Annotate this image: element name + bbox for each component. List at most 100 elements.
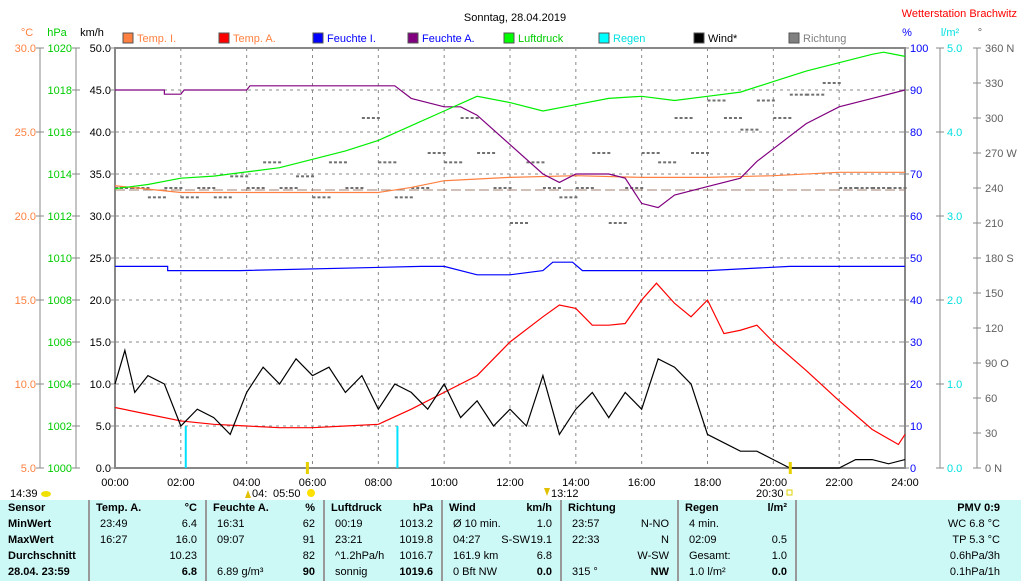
direction-point: [432, 152, 436, 154]
tick-label-direction: 360 N: [985, 43, 1014, 55]
tick-label-direction: 270 W: [985, 148, 1017, 160]
station-name: Wetterstation Brachwitz: [902, 8, 1017, 20]
tick-label-rain: 3.0: [947, 211, 962, 223]
direction-point: [180, 196, 184, 199]
tick-label-humidity: 90: [910, 85, 922, 97]
direction-point: [426, 187, 430, 189]
direction-point: [508, 187, 512, 189]
sunrise-time: 05:50: [273, 488, 301, 500]
direction-point: [696, 152, 700, 154]
cell-value: 10.23: [169, 550, 197, 562]
series-line-wind-: [114, 348, 906, 469]
direction-point: [294, 187, 298, 189]
direction-point: [399, 196, 403, 199]
direction-point: [542, 187, 546, 189]
direction-point: [839, 187, 843, 189]
tick-label-pressure: 1002: [48, 421, 72, 433]
direction-point: [207, 187, 211, 189]
cell-value: 91: [302, 534, 315, 546]
tick-label-temp: 10.0: [15, 379, 36, 391]
direction-point: [251, 187, 255, 189]
direction-point: [449, 161, 453, 164]
cell-time: 4 min.: [689, 518, 719, 530]
cell-value: 1019.8: [399, 534, 433, 546]
direction-point: [235, 175, 239, 178]
legend-label: Feuchte A.: [422, 33, 475, 45]
direction-point: [783, 117, 787, 119]
cell-value: W-SW: [637, 550, 669, 562]
direction-point: [477, 152, 481, 154]
legend-swatch: [503, 32, 515, 44]
column-header: Wind: [449, 502, 476, 514]
x-tick-label: 12:00: [496, 477, 524, 489]
direction-point: [640, 187, 644, 189]
cell-time: 23:49: [100, 518, 128, 530]
direction-point: [717, 99, 721, 102]
column-header: Richtung: [568, 502, 616, 514]
pmv-value: WC 6.8 °C: [947, 518, 1000, 530]
direction-point: [559, 196, 563, 199]
direction-point: [493, 187, 497, 189]
series-line-temp-i-: [114, 171, 905, 194]
tick-label-wind: 15.0: [90, 337, 111, 349]
row-label: MaxWert: [8, 534, 54, 546]
series-line-feuchte-a-: [115, 85, 906, 209]
direction-point: [723, 117, 727, 119]
direction-point: [125, 187, 128, 189]
sensor-header: Sensor: [8, 502, 46, 514]
cell-value: 1.0: [536, 518, 552, 530]
direction-point: [903, 187, 907, 189]
direction-point: [668, 161, 672, 164]
x-tick-label: 20:00: [760, 477, 788, 489]
legend-swatch: [218, 32, 230, 44]
direction-point: [246, 187, 250, 189]
sun-marker: [788, 462, 792, 474]
cell-value: 62: [302, 518, 315, 530]
direction-point: [404, 196, 408, 199]
direction-point: [893, 187, 897, 189]
direction-point: [712, 99, 716, 102]
direction-point: [635, 187, 639, 189]
legend-label: Feuchte I.: [327, 33, 376, 45]
direction-point: [733, 117, 737, 119]
tick-label-wind: 30.0: [90, 211, 111, 223]
direction-point: [607, 152, 611, 154]
direction-point: [306, 175, 310, 178]
cell-value: 82: [302, 550, 315, 562]
direction-point: [197, 187, 201, 189]
direction-point: [174, 187, 178, 189]
direction-point: [289, 187, 293, 189]
direction-point: [338, 161, 342, 164]
column-unit: %: [305, 502, 315, 514]
axis-unit-pressure: hPa: [47, 27, 67, 39]
direction-point: [273, 161, 277, 164]
direction-point: [602, 152, 606, 154]
direction-point: [223, 196, 227, 199]
cell-time: 22:33: [572, 534, 600, 546]
direction-point: [360, 187, 364, 189]
direction-point: [898, 187, 902, 189]
column-header: Feuchte A.: [213, 502, 269, 514]
tick-label-wind: 35.0: [90, 169, 111, 181]
direction-point: [317, 196, 321, 199]
direction-point: [738, 117, 742, 119]
direction-point: [179, 187, 183, 189]
column-header: Luftdruck: [331, 502, 382, 514]
tick-label-rain: 2.0: [947, 295, 962, 307]
direction-point: [296, 175, 300, 178]
direction-point: [345, 187, 349, 189]
column-unit: °C: [184, 502, 197, 514]
direction-point: [454, 161, 458, 164]
column-unit: l/m²: [767, 502, 787, 514]
cell-value: 1019.6: [399, 566, 433, 578]
x-tick-label: 14:00: [562, 477, 590, 489]
direction-point: [799, 93, 803, 96]
direction-point: [541, 161, 545, 164]
direction-point: [701, 152, 705, 154]
legend-swatch: [693, 32, 705, 44]
direction-point: [750, 128, 754, 131]
direction-point: [350, 187, 354, 189]
moonrise-icon: [245, 490, 251, 498]
cell-value: 1013.2: [399, 518, 433, 530]
summary-table: Sensor MinWert MaxWert Durchschnitt 28.0…: [0, 500, 1021, 581]
